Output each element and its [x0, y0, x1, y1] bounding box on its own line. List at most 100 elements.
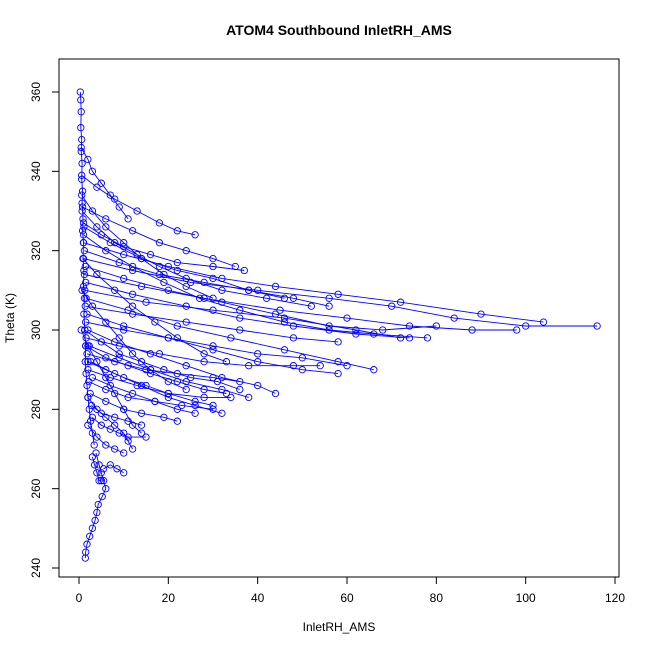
data-point [262, 294, 271, 302]
data-point [94, 500, 102, 509]
x-tick-label: 60 [340, 591, 354, 605]
data-point [124, 437, 132, 445]
x-tick-label: 100 [516, 591, 536, 605]
data-point [352, 330, 360, 338]
data-point [245, 393, 253, 402]
data-point [106, 381, 114, 390]
data-point [92, 449, 100, 457]
data-point [128, 227, 137, 235]
series-18 [79, 219, 248, 275]
series-33 [78, 207, 315, 310]
series-line [84, 452, 107, 559]
data-point [99, 465, 108, 473]
data-point [111, 286, 119, 294]
series-23 [82, 294, 378, 374]
data-point [106, 461, 114, 469]
data-point [128, 302, 137, 310]
data-point [209, 274, 217, 283]
data-point [298, 366, 306, 374]
data-point [280, 318, 289, 326]
data-point [88, 167, 97, 175]
data-point [78, 203, 87, 211]
data-point [316, 362, 324, 370]
data-point [155, 219, 164, 227]
series-line [87, 369, 231, 398]
data-point [78, 227, 87, 235]
data-point [450, 314, 458, 322]
data-point [182, 247, 190, 255]
data-point [124, 393, 132, 402]
data-point [245, 362, 253, 370]
data-point [173, 369, 181, 378]
data-point [93, 183, 101, 191]
data-point [84, 342, 92, 350]
data-point [142, 366, 150, 374]
data-point [137, 358, 146, 366]
series-36 [82, 342, 231, 398]
series-line [84, 289, 401, 339]
data-point [173, 417, 181, 425]
data-point [280, 346, 289, 354]
data-point [222, 358, 231, 366]
data-point [137, 429, 146, 437]
series-line [81, 174, 196, 236]
data-point [84, 393, 92, 402]
y-tick-label: 340 [29, 161, 43, 181]
data-point [84, 421, 92, 429]
data-point [191, 401, 199, 410]
data-point [83, 310, 91, 318]
data-point [81, 262, 89, 271]
data-point [88, 453, 97, 461]
data-point [325, 322, 333, 330]
series-6 [80, 270, 521, 334]
data-point [102, 385, 110, 394]
data-point [213, 377, 222, 386]
series-line [86, 313, 339, 375]
data-point [334, 290, 342, 298]
data-point [88, 373, 97, 382]
data-point [88, 302, 97, 310]
series-2 [78, 171, 199, 239]
data-point [115, 203, 123, 211]
data-point [182, 385, 190, 394]
data-point [137, 421, 146, 429]
data-point [236, 377, 244, 386]
data-point [77, 143, 85, 152]
data-point [187, 278, 195, 287]
data-point [289, 362, 298, 370]
series-24 [83, 310, 342, 378]
y-axis: 240 260 280 300 320 340 360 [29, 82, 60, 578]
data-point [222, 389, 231, 398]
data-point [78, 286, 86, 294]
data-point [86, 532, 94, 540]
data-point [146, 369, 155, 378]
data-point [137, 409, 146, 417]
series-layer [76, 88, 601, 562]
data-point [79, 219, 88, 227]
data-point [352, 326, 360, 334]
data-point [191, 409, 199, 417]
data-point [271, 282, 280, 291]
data-point [164, 377, 172, 386]
data-point [102, 413, 110, 421]
series-20 [80, 247, 333, 310]
data-point [240, 266, 248, 275]
y-tick-label: 320 [29, 240, 43, 260]
data-point [209, 346, 217, 354]
data-point [115, 429, 123, 437]
data-point [102, 441, 110, 449]
series-21 [81, 262, 440, 334]
series-line [87, 397, 133, 450]
data-point [80, 247, 89, 255]
data-point [218, 409, 226, 417]
data-point [115, 258, 123, 267]
data-point [102, 247, 110, 255]
data-point [81, 554, 89, 562]
data-point [77, 326, 85, 334]
data-point [164, 286, 172, 294]
y-axis-label: Theta (K) [3, 293, 17, 343]
data-point [160, 413, 168, 421]
data-point [93, 223, 101, 231]
data-point [86, 389, 94, 398]
data-point [85, 405, 93, 413]
